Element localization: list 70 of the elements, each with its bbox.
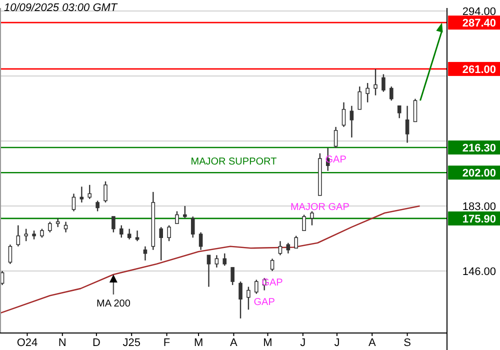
candlestick — [302, 214, 306, 232]
x-tick-label: J25 — [122, 337, 140, 349]
candlestick — [167, 224, 171, 242]
candlestick — [16, 224, 20, 247]
candlestick — [135, 230, 140, 242]
candlestick — [190, 216, 195, 238]
x-tick-label: M — [194, 337, 204, 349]
candlestick — [278, 240, 282, 256]
candlestick — [390, 86, 394, 102]
ref-line-label: 216.30 — [462, 142, 496, 154]
candlestick — [334, 126, 338, 149]
annotation: MA 200 — [96, 298, 131, 310]
candlestick — [175, 210, 179, 224]
candlestick — [413, 98, 418, 122]
candlestick — [366, 82, 370, 103]
candlestick — [127, 228, 132, 240]
candlestick — [374, 68, 378, 96]
candlestick — [254, 279, 258, 294]
candlestick — [112, 216, 116, 233]
x-tick-label: A — [368, 337, 376, 349]
candlestick — [382, 74, 386, 92]
candlestick — [238, 280, 242, 320]
annotation: GAP — [254, 296, 276, 308]
candlestick — [143, 246, 148, 262]
annotation: 10/09/2025 03:00 GMT — [4, 2, 118, 14]
candlestick — [198, 232, 203, 251]
ref-line-label: 202.00 — [462, 167, 496, 180]
annotation: MAJOR GAP — [290, 202, 350, 213]
candlestick — [405, 105, 410, 144]
candlestick — [183, 205, 187, 219]
candlestick — [214, 254, 219, 268]
candlestick — [96, 200, 100, 212]
ref-line-label: 261.00 — [462, 64, 496, 76]
candlestick — [222, 252, 227, 266]
candlestick — [246, 286, 250, 310]
x-tick-label: O24 — [16, 337, 38, 349]
candlestick — [310, 210, 314, 226]
line-series — [0, 205, 420, 314]
candlestick — [119, 224, 124, 238]
x-tick-label: N — [58, 337, 66, 349]
ref-line-label: 175.90 — [462, 213, 496, 226]
candlestick — [294, 235, 298, 249]
candlestick — [270, 258, 274, 272]
y-tick-label: 294.00 — [462, 6, 496, 18]
x-tick-label: J — [334, 337, 340, 349]
candlestick — [8, 244, 12, 265]
candlestick — [24, 228, 28, 242]
y-tick-label: 146.00 — [462, 266, 496, 278]
y-tick-label: 183.00 — [462, 200, 496, 213]
candlestick — [72, 193, 76, 212]
x-tick-label: J — [300, 337, 306, 349]
x-tick-label: S — [404, 337, 411, 349]
ref-line-label: 287.40 — [462, 17, 496, 30]
candlestick — [104, 180, 108, 204]
candlestick — [159, 226, 163, 262]
candlestick — [358, 86, 362, 110]
candlestick — [80, 186, 84, 204]
x-tick-label: D — [92, 337, 100, 349]
candlestick — [397, 105, 402, 119]
x-tick-label: A — [230, 337, 238, 349]
x-tick-label: M — [263, 337, 272, 349]
candlestick — [350, 105, 354, 138]
candlestick — [342, 102, 346, 128]
candlestick — [286, 242, 290, 254]
x-tick-label: F — [163, 337, 170, 349]
annotation: MAJOR SUPPORT — [190, 156, 277, 168]
candlestick — [230, 266, 234, 286]
candlestick — [206, 254, 211, 288]
candlestick — [88, 184, 92, 200]
candlestick — [48, 221, 52, 233]
